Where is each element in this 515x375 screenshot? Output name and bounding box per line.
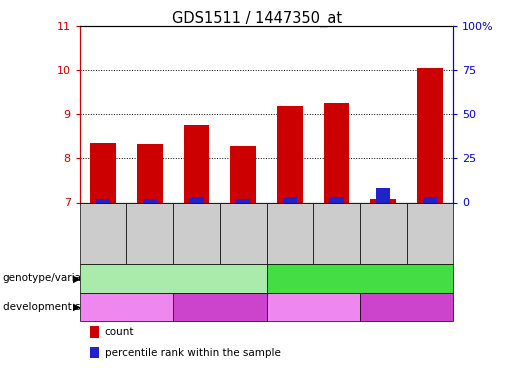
Bar	[423, 197, 437, 202]
Bar	[376, 188, 390, 202]
Text: GSM48923: GSM48923	[379, 209, 388, 258]
Bar	[277, 106, 303, 202]
Bar	[417, 68, 443, 203]
Text: E8.5: E8.5	[301, 302, 325, 312]
Text: ▶: ▶	[73, 273, 80, 284]
Text: ▶: ▶	[73, 302, 80, 312]
Text: GSM48920: GSM48920	[332, 209, 341, 258]
Bar	[184, 125, 209, 202]
Text: wild type: wild type	[148, 273, 199, 284]
Text: GDS1511 / 1447350_at: GDS1511 / 1447350_at	[173, 11, 342, 27]
Text: E12: E12	[396, 302, 417, 312]
Text: E8.5: E8.5	[114, 302, 139, 312]
Bar	[283, 197, 297, 202]
Text: RUNX1 knockout: RUNX1 knockout	[313, 273, 406, 284]
Text: GSM48922: GSM48922	[238, 209, 248, 258]
Text: GSM48919: GSM48919	[285, 209, 295, 258]
Bar	[370, 199, 396, 202]
Text: GSM48918: GSM48918	[145, 209, 154, 258]
Text: E12: E12	[209, 302, 230, 312]
Text: GSM48921: GSM48921	[192, 209, 201, 258]
Text: development stage: development stage	[3, 302, 104, 312]
Text: genotype/variation: genotype/variation	[3, 273, 101, 284]
Bar	[324, 104, 349, 202]
Bar	[230, 146, 256, 202]
Bar	[236, 199, 250, 202]
Bar	[90, 143, 116, 202]
Bar	[190, 197, 203, 202]
Bar	[137, 144, 163, 202]
Bar	[96, 199, 110, 202]
Bar	[143, 199, 157, 202]
Text: count: count	[105, 327, 134, 337]
Text: GSM48917: GSM48917	[99, 209, 108, 258]
Text: GSM48924: GSM48924	[425, 209, 434, 258]
Text: percentile rank within the sample: percentile rank within the sample	[105, 348, 281, 357]
Bar	[330, 197, 344, 202]
